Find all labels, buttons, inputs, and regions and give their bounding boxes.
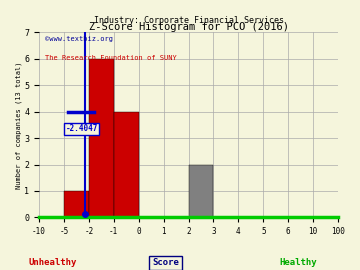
Bar <box>89 59 114 217</box>
Y-axis label: Number of companies (13 total): Number of companies (13 total) <box>15 61 22 189</box>
Bar <box>189 164 213 217</box>
Bar <box>64 191 89 217</box>
Text: Industry: Corporate Financial Services: Industry: Corporate Financial Services <box>94 16 284 25</box>
Text: Score: Score <box>152 258 179 267</box>
Text: The Research Foundation of SUNY: The Research Foundation of SUNY <box>45 55 177 60</box>
Text: Healthy: Healthy <box>279 258 317 267</box>
Text: -2.4047: -2.4047 <box>66 124 98 133</box>
Bar <box>114 112 139 217</box>
Title: Z-Score Histogram for PCO (2016): Z-Score Histogram for PCO (2016) <box>89 22 288 32</box>
Text: Unhealthy: Unhealthy <box>29 258 77 267</box>
Text: ©www.textbiz.org: ©www.textbiz.org <box>45 36 113 42</box>
